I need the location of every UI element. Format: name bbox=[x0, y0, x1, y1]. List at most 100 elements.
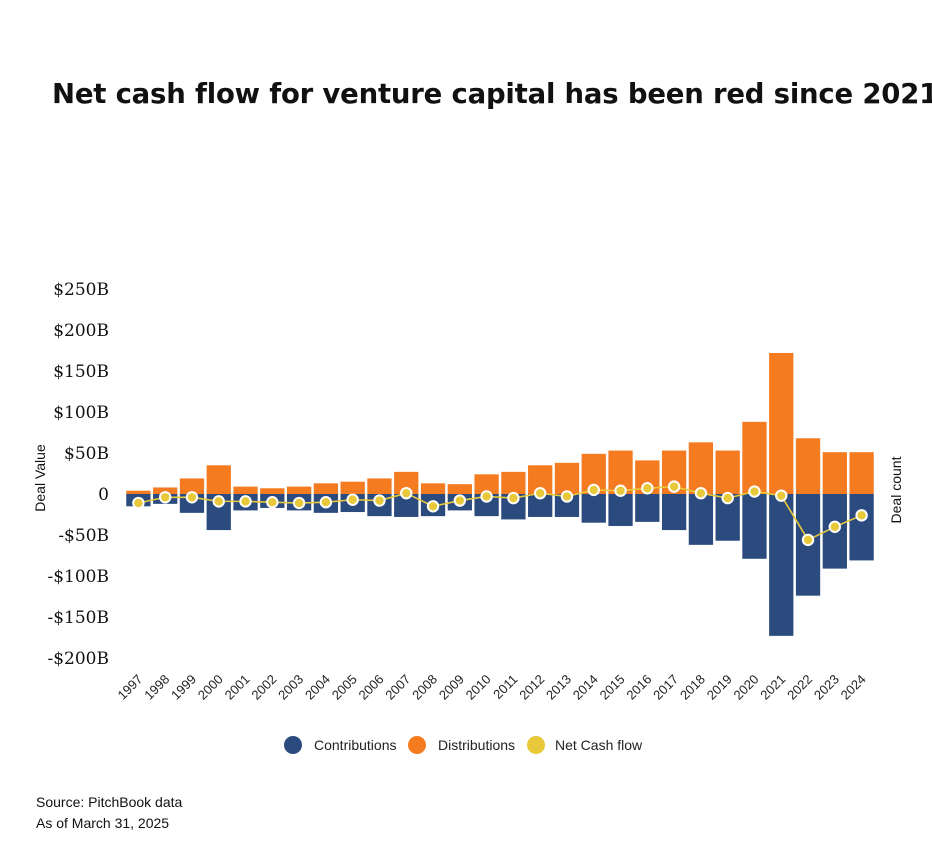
distributions-bar bbox=[849, 452, 874, 494]
net-cash-flow-point bbox=[507, 491, 520, 505]
net-cash-flow-point bbox=[775, 489, 788, 502]
x-tick-label: 2005 bbox=[329, 672, 360, 703]
net-cash-flow-point bbox=[801, 533, 815, 547]
x-tick-label: 2014 bbox=[570, 672, 601, 703]
legend-swatch bbox=[284, 736, 302, 754]
distributions-bar bbox=[367, 478, 392, 494]
x-tick-label: 2024 bbox=[838, 672, 869, 703]
net-cash-flow-point bbox=[560, 490, 574, 503]
x-tick-label: 2019 bbox=[704, 672, 735, 703]
chart-title: Net cash flow for venture capital has be… bbox=[52, 78, 932, 110]
net-cash-flow-point bbox=[614, 484, 627, 497]
x-tick-label: 2006 bbox=[356, 672, 387, 703]
distributions-bar bbox=[260, 488, 285, 494]
x-tick-label: 2004 bbox=[302, 672, 333, 703]
y-tick-label: 0 bbox=[98, 485, 109, 505]
source-line: Source: PitchBook data bbox=[36, 794, 183, 810]
contributions-bar bbox=[688, 494, 714, 545]
contributions-bar bbox=[769, 494, 794, 636]
x-tick-label: 2022 bbox=[784, 672, 815, 703]
net-cash-flow-point bbox=[533, 486, 547, 500]
contributions-bar bbox=[554, 494, 580, 517]
x-tick-label: 2010 bbox=[463, 672, 494, 703]
net-cash-flow-point bbox=[828, 520, 842, 533]
legend-label: Net Cash flow bbox=[555, 737, 643, 753]
distributions-bar bbox=[795, 438, 821, 494]
bars bbox=[126, 352, 874, 636]
x-tick-label: 2001 bbox=[222, 672, 253, 703]
y-tick-label: -$150B bbox=[47, 608, 109, 628]
distributions-bar bbox=[474, 474, 499, 494]
net-cash-flow-point bbox=[480, 490, 493, 503]
net-cash-flow-line bbox=[132, 480, 868, 547]
distributions-bar bbox=[313, 483, 339, 494]
y-tick-label: -$200B bbox=[47, 649, 109, 669]
y-tick-label: $250B bbox=[53, 280, 109, 300]
contributions-bar bbox=[742, 494, 767, 559]
net-cash-flow-point bbox=[266, 496, 279, 509]
contributions-bar bbox=[608, 494, 633, 526]
as-of-line: As of March 31, 2025 bbox=[36, 815, 170, 831]
x-tick-label: 2021 bbox=[757, 672, 788, 703]
contributions-bar bbox=[849, 494, 874, 561]
net-cash-flow-point bbox=[158, 491, 172, 504]
net-cash-flow-point bbox=[694, 486, 708, 500]
net-cash-flow-point bbox=[292, 496, 306, 510]
distributions-bar bbox=[206, 465, 231, 494]
y-tick-label: $50B bbox=[64, 444, 109, 464]
x-tick-label: 2016 bbox=[623, 672, 654, 703]
legend-label: Distributions bbox=[438, 737, 515, 753]
net-cash-flow-point bbox=[400, 486, 413, 500]
legend: Contributions Distributions Net Cash flow bbox=[284, 736, 643, 754]
distributions-bar bbox=[447, 484, 472, 494]
x-tick-label: 2002 bbox=[248, 672, 279, 703]
distributions-bar bbox=[769, 352, 794, 494]
distributions-bar bbox=[286, 486, 312, 494]
distributions-bar bbox=[420, 483, 446, 494]
contributions-bar bbox=[635, 494, 660, 522]
net-cash-flow-point bbox=[453, 494, 467, 507]
x-tick-label: 2017 bbox=[650, 672, 681, 703]
legend-swatch bbox=[408, 736, 426, 754]
distributions-bar bbox=[126, 490, 151, 494]
contributions-bar bbox=[528, 494, 553, 517]
net-cash-flow-point bbox=[212, 495, 225, 508]
net-cash-flow-point bbox=[373, 494, 386, 507]
distributions-bar bbox=[153, 487, 178, 494]
contributions-bar bbox=[394, 494, 419, 517]
legend-swatch bbox=[527, 736, 545, 754]
x-axis: 1997199819992000200120022003200420052006… bbox=[114, 672, 868, 703]
x-tick-label: 2008 bbox=[409, 672, 440, 703]
x-tick-label: 2011 bbox=[490, 672, 520, 702]
net-cash-flow-point bbox=[132, 496, 145, 510]
x-tick-label: 1998 bbox=[141, 672, 172, 703]
net-cash-flow-point bbox=[185, 491, 199, 504]
y-tick-label: -$50B bbox=[58, 526, 109, 546]
net-cash-flow-point bbox=[346, 493, 359, 506]
x-tick-label: 2009 bbox=[436, 672, 467, 703]
x-tick-label: 2013 bbox=[543, 672, 574, 703]
secondary-y-axis-title: Deal count bbox=[888, 456, 904, 523]
net-cash-flow-point bbox=[319, 496, 333, 509]
distributions-bar bbox=[688, 442, 714, 494]
net-cash-flow-point bbox=[748, 485, 761, 498]
x-tick-label: 1999 bbox=[168, 672, 199, 703]
net-cash-flow-point bbox=[721, 491, 734, 505]
y-tick-label: $150B bbox=[53, 362, 109, 382]
x-tick-label: 2007 bbox=[382, 672, 413, 703]
contributions-bar bbox=[581, 494, 606, 523]
legend-label: Contributions bbox=[314, 737, 397, 753]
distributions-bar bbox=[394, 471, 419, 494]
x-tick-label: 2003 bbox=[275, 672, 306, 703]
contributions-bar bbox=[661, 494, 687, 531]
y-tick-label: $200B bbox=[53, 321, 109, 341]
contributions-bar bbox=[474, 494, 499, 517]
distributions-bar bbox=[179, 478, 205, 494]
distributions-bar bbox=[715, 450, 740, 494]
x-tick-label: 2012 bbox=[516, 672, 547, 703]
x-tick-label: 2020 bbox=[731, 672, 762, 703]
net-cash-flow-point bbox=[667, 480, 681, 493]
x-tick-label: 2015 bbox=[597, 672, 628, 703]
y-axis-title: Deal Value bbox=[32, 444, 48, 512]
